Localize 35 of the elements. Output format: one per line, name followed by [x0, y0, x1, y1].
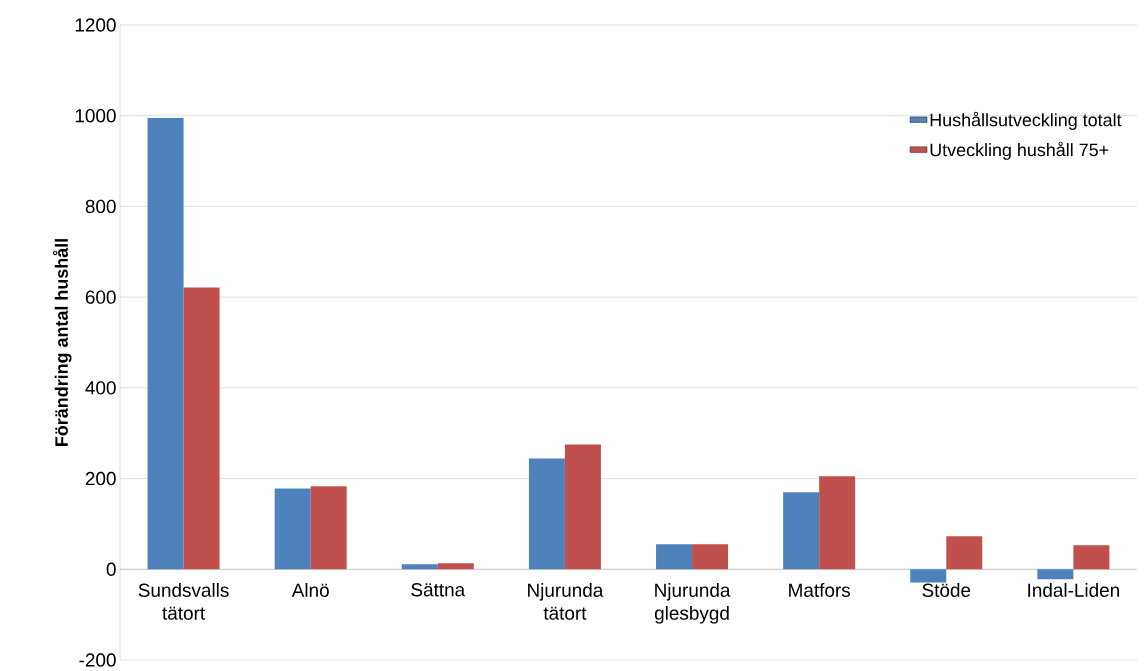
bar: [401, 564, 438, 570]
y-axis-title: Förändring antal hushåll: [52, 239, 72, 446]
x-tick-label: Stöde: [922, 583, 971, 597]
y-tick-label: 800: [85, 199, 116, 214]
x-tick-label: Matfors: [789, 583, 851, 597]
legend-label: Hushållsutveckling totalt: [930, 111, 1122, 130]
bar: [819, 476, 856, 570]
bar: [564, 444, 601, 570]
bar: [274, 488, 311, 570]
x-tick-label: Alnö: [291, 583, 329, 597]
bar: [946, 536, 983, 570]
bar: [310, 486, 347, 570]
x-tick-label: Njurunda glesbygd: [654, 583, 731, 624]
x-tick-label: Sättna: [411, 583, 466, 597]
bar: [1073, 545, 1110, 570]
y-tick-label: 600: [85, 290, 116, 304]
legend-label: Utveckling hushåll 75+: [930, 141, 1109, 160]
bar: [183, 287, 220, 570]
y-tick-label: -200: [79, 653, 116, 667]
bar: [147, 117, 184, 570]
y-tick-label: 0: [106, 562, 116, 576]
bar: [528, 458, 565, 570]
y-tick-label: 1000: [75, 108, 116, 123]
bar: [656, 544, 693, 570]
bar: [783, 492, 820, 570]
bar: [437, 563, 474, 570]
y-tick-label: 400: [85, 381, 116, 395]
y-tick-label: 200: [85, 471, 116, 486]
bar: [692, 544, 729, 570]
bar: [910, 569, 947, 583]
x-tick-label: Sundsvalls tätort: [138, 583, 229, 620]
x-tick-label: Indal-Liden: [1028, 583, 1119, 597]
y-tick-label: 1200: [75, 18, 116, 32]
x-tick-label: Njurunda tätort: [528, 583, 604, 620]
bar: [1037, 569, 1074, 580]
